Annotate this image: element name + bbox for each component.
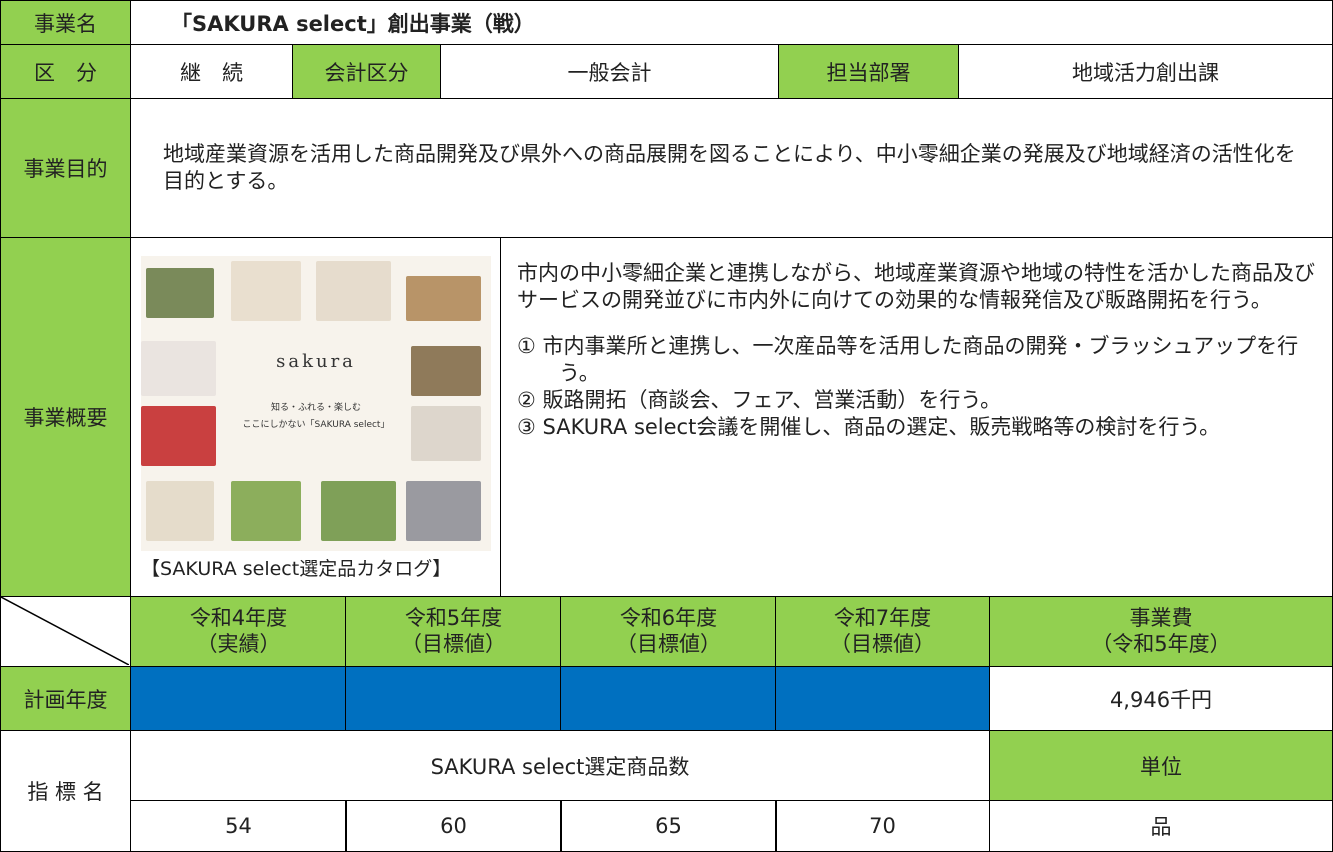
label-cell: 事業名 (0, 0, 131, 45)
label: 指 標 名 (27, 780, 104, 804)
unit: 品 (1150, 815, 1172, 839)
value-cell: 一般会計 (440, 44, 779, 99)
overview-item: ③ SAKURA select会議を開催し、商品の選定、販売戦略等の検討を行う。 (517, 415, 1221, 440)
plan-bar (130, 666, 347, 731)
period-header: 令和5年度 （目標値） (345, 596, 562, 667)
catalog-image: sakura 知る・ふれる・楽しむ ここにしかない「SAKURA select」 (141, 256, 491, 551)
value: 継 続 (180, 60, 243, 85)
cost-cell: 4,946千円 (989, 666, 1333, 731)
label-cell: 会計区分 (292, 44, 441, 99)
value: 70 (869, 814, 896, 838)
value-cell: 継 続 (130, 44, 293, 99)
photo (411, 346, 481, 396)
period-line: （令和5年度） (1091, 631, 1231, 656)
label: 会計区分 (324, 60, 409, 85)
photo (406, 276, 481, 321)
unit-cell: 品 (989, 800, 1333, 852)
brand: sakura (276, 351, 356, 372)
overview-item: ② 販路開拓（商談会、フェア、営業活動）を行う。 (517, 388, 1002, 413)
label-cell: 事業目的 (0, 98, 131, 238)
plan-bar (775, 666, 990, 731)
tagline: 知る・ふれる・楽しむ (270, 403, 361, 413)
value-cell: 60 (345, 800, 562, 852)
label-cell: 区 分 (0, 44, 131, 99)
label-cell: 事業概要 (0, 237, 131, 597)
catalog-cover: sakura 知る・ふれる・楽しむ ここにしかない「SAKURA select」 (231, 351, 401, 430)
value: 65 (655, 814, 682, 838)
value: 一般会計 (567, 60, 652, 85)
plan-bar (560, 666, 777, 731)
title-cell: 「SAKURA select」創出事業（戦） (130, 0, 1333, 45)
period-line: 令和4年度 (189, 606, 288, 631)
subline: ここにしかない「SAKURA select」 (242, 420, 390, 430)
value: 54 (225, 814, 252, 838)
photo (146, 481, 214, 541)
photo (141, 406, 216, 466)
purpose-text: 地域産業資源を活用した商品開発及び県外への商品展開を図ることにより、中小零細企業… (163, 141, 1296, 193)
photo (321, 481, 396, 541)
overview-item: ① 市内事業所と連携し、一次産品等を活用した商品の開発・ブラッシュアップを行う。 (517, 333, 1299, 385)
photo (231, 481, 301, 541)
label: 事業名 (34, 11, 97, 36)
period-line: （実績） (196, 631, 281, 656)
period-line: （目標値） (616, 631, 721, 656)
image-cell: sakura 知る・ふれる・楽しむ ここにしかない「SAKURA select」… (130, 237, 501, 597)
value-cell: 地域活力創出課 (958, 44, 1333, 99)
purpose-cell: 地域産業資源を活用した商品開発及び県外への商品展開を図ることにより、中小零細企業… (130, 98, 1333, 238)
diagonal-cell (0, 596, 131, 667)
label: 事業目的 (23, 157, 108, 181)
label: 区 分 (34, 60, 97, 85)
indicator-cell: SAKURA select選定商品数 (130, 730, 990, 801)
value-cell: 65 (560, 800, 777, 852)
title: 「SAKURA select」創出事業（戦） (171, 11, 535, 36)
period-header: 令和6年度 （目標値） (560, 596, 777, 667)
period-line: （目標値） (401, 631, 506, 656)
label: 担当部署 (826, 60, 911, 85)
label-cell: 計画年度 (0, 666, 131, 731)
photo (231, 261, 301, 321)
label: 事業概要 (23, 406, 108, 430)
plan-bar (345, 666, 562, 731)
period-line: 令和6年度 (619, 606, 718, 631)
diagonal (1, 597, 129, 665)
period-line: 事業費 (1129, 606, 1193, 631)
period-line: 令和7年度 (833, 606, 932, 631)
period-line: （目標値） (830, 631, 935, 656)
label: 単位 (1140, 754, 1182, 779)
period-line: 令和5年度 (404, 606, 503, 631)
photo (406, 481, 481, 541)
overview-text: 市内の中小零細企業と連携しながら、地域産業資源や地域の特性を活かした商品及びサー… (517, 261, 1315, 313)
photo (141, 341, 216, 396)
caption: 【SAKURA select選定品カタログ】 (141, 558, 452, 580)
value: 60 (440, 814, 467, 838)
cost: 4,946千円 (1109, 687, 1213, 712)
period-header: 令和4年度 （実績） (130, 596, 347, 667)
period-header: 令和7年度 （目標値） (775, 596, 990, 667)
period-header: 事業費 （令和5年度） (989, 596, 1333, 667)
photo (146, 268, 214, 318)
photo (411, 406, 481, 461)
label: 計画年度 (23, 687, 108, 712)
value-cell: 54 (130, 800, 347, 852)
value-cell: 70 (775, 800, 990, 852)
photo (316, 261, 391, 321)
overview-cell: 市内の中小零細企業と連携しながら、地域産業資源や地域の特性を活かした商品及びサー… (500, 237, 1333, 597)
indicator-name: SAKURA select選定商品数 (430, 754, 690, 779)
label-cell: 単位 (989, 730, 1333, 801)
label-cell: 指 標 名 (0, 730, 131, 852)
label-cell: 担当部署 (778, 44, 959, 99)
value: 地域活力創出課 (1072, 60, 1219, 85)
